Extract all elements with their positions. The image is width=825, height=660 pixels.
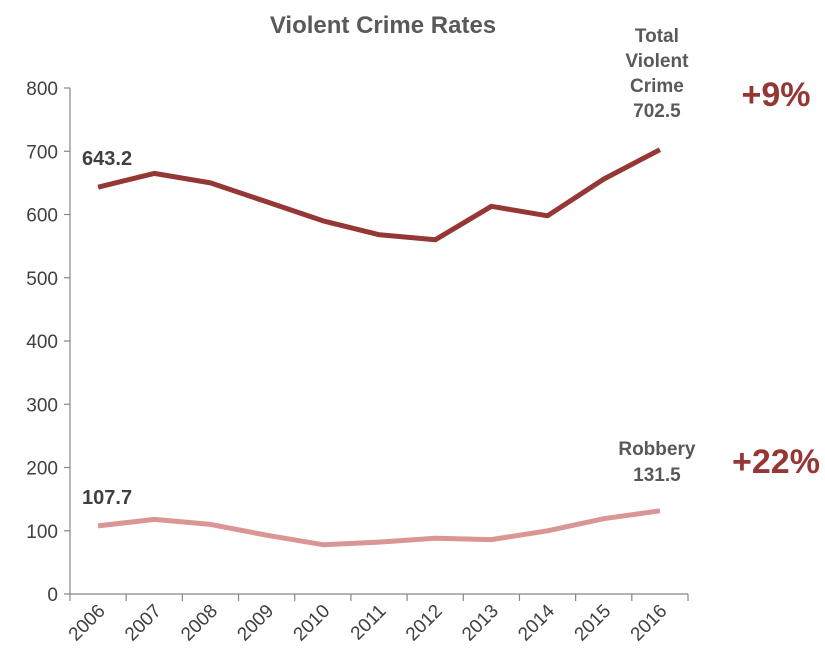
x-axis-ticks: 2006 2007 2008 2009 2010 2011 2012 2013 2014 2015… xyxy=(65,594,689,646)
y-tick-label: 200 xyxy=(26,459,58,480)
series-group xyxy=(97,147,662,548)
series-label-line: Crime xyxy=(630,76,684,97)
series-label-line: Total xyxy=(635,26,679,47)
x-tick-label: 2014 xyxy=(514,600,559,645)
x-tick-label: 2009 xyxy=(233,601,278,646)
annotation-group: 643.2 Total Violent Crime 702.5 +9% 107.7 Robbe… xyxy=(82,26,820,509)
percent-change-label: +22% xyxy=(732,443,820,481)
x-tick-label: 2007 xyxy=(121,601,166,646)
y-tick-label: 300 xyxy=(26,395,58,416)
x-tick-label: 2016 xyxy=(627,601,672,646)
end-value-label: 702.5 xyxy=(633,101,681,122)
start-value-label: 643.2 xyxy=(82,148,132,170)
chart-title: Violent Crime Rates xyxy=(270,12,496,39)
y-tick-label: 800 xyxy=(26,79,58,100)
x-tick-label: 2013 xyxy=(458,601,503,646)
end-value-label: 131.5 xyxy=(633,465,681,486)
y-tick-label: 0 xyxy=(47,585,58,606)
y-tick-label: 100 xyxy=(26,522,58,543)
series-label-line: Violent xyxy=(625,51,689,72)
series-line-robbery xyxy=(97,508,661,548)
start-value-label: 107.7 xyxy=(82,487,132,509)
x-tick-label: 2010 xyxy=(290,601,335,646)
y-tick-label: 400 xyxy=(26,332,58,353)
series-label-line: Robbery xyxy=(618,439,696,460)
x-tick-label: 2006 xyxy=(65,601,110,646)
x-tick-label: 2015 xyxy=(571,601,616,646)
x-tick-label: 2008 xyxy=(177,601,222,646)
y-tick-label: 700 xyxy=(26,142,58,163)
y-tick-label: 500 xyxy=(26,269,58,290)
y-axis-ticks: 0 100 200 300 400 500 600 700 800 xyxy=(26,79,70,606)
x-tick-label: 2011 xyxy=(347,601,391,645)
percent-change-label: +9% xyxy=(742,76,811,114)
x-tick-label: 2012 xyxy=(402,601,447,646)
y-tick-label: 600 xyxy=(26,206,58,227)
series-line-total-violent-crime xyxy=(97,147,662,243)
